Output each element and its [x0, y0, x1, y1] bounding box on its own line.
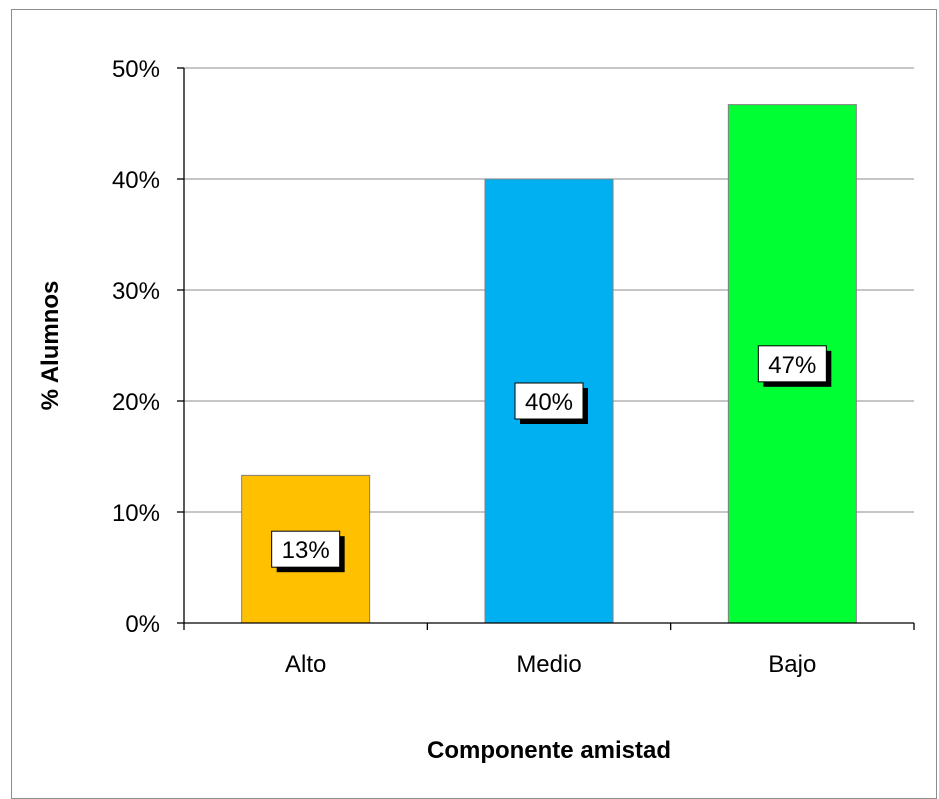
data-label-box	[757, 345, 827, 383]
y-axis-title: % Alumnos	[37, 281, 64, 411]
data-labels: 13% 40% 47%	[271, 345, 832, 573]
data-label: 40%	[514, 382, 588, 424]
axes	[183, 68, 914, 624]
data-label-box	[514, 382, 584, 420]
y-tick-label: 40%	[112, 167, 160, 194]
y-tick-label: 20%	[112, 389, 160, 416]
y-tick-label: 30%	[112, 278, 160, 305]
data-label-box	[271, 530, 341, 568]
y-tick-label: 0%	[125, 611, 160, 638]
y-axis-ticks: 0% 10% 20% 30% 40% 50%	[112, 56, 184, 638]
data-label-text: 40%	[525, 389, 573, 416]
data-label-text: 47%	[768, 352, 816, 379]
data-label: 13%	[271, 530, 345, 573]
bar-chart: 0% 10% 20% 30% 40% 50% Alto Medio Bajo 13% 40% 47…	[37, 56, 915, 764]
x-axis-ticks: Alto Medio Bajo	[183, 623, 915, 678]
x-tick-label: Bajo	[768, 651, 816, 678]
x-axis-title: Componente amistad	[427, 737, 671, 764]
y-tick-label: 10%	[112, 500, 160, 527]
data-label: 47%	[757, 345, 832, 387]
y-tick-label: 50%	[112, 56, 160, 83]
data-label-text: 13%	[282, 537, 330, 564]
x-tick-label: Alto	[285, 651, 326, 678]
x-tick-label: Medio	[516, 651, 581, 678]
